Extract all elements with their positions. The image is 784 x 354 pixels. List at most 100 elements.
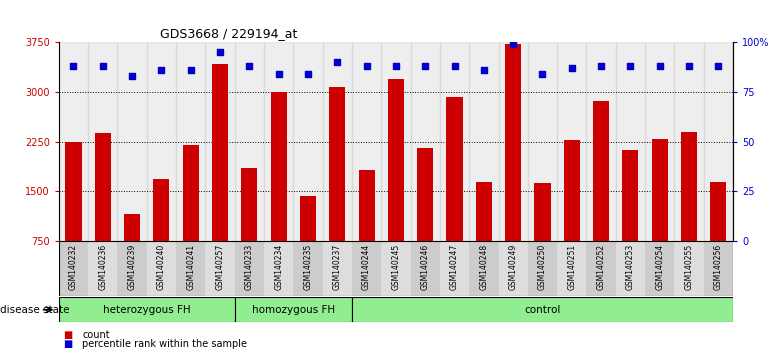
Bar bbox=[176, 241, 205, 296]
Bar bbox=[681, 132, 697, 241]
Bar bbox=[118, 42, 147, 241]
Point bbox=[390, 63, 402, 69]
Text: count: count bbox=[82, 330, 110, 339]
Bar bbox=[411, 42, 440, 241]
Bar bbox=[352, 241, 381, 296]
Bar bbox=[674, 241, 704, 296]
Text: homozygous FH: homozygous FH bbox=[252, 305, 335, 315]
Text: percentile rank within the sample: percentile rank within the sample bbox=[82, 339, 247, 349]
Bar bbox=[59, 297, 234, 322]
Bar bbox=[388, 79, 404, 241]
Bar bbox=[241, 168, 257, 241]
Bar bbox=[118, 241, 147, 296]
Bar bbox=[95, 133, 111, 241]
Text: GSM140237: GSM140237 bbox=[332, 244, 342, 290]
Bar bbox=[447, 97, 463, 241]
Point bbox=[125, 73, 138, 79]
Bar bbox=[476, 182, 492, 241]
Bar bbox=[352, 42, 381, 241]
Bar bbox=[234, 241, 264, 296]
Bar bbox=[293, 42, 323, 241]
Text: GSM140241: GSM140241 bbox=[187, 244, 195, 290]
Bar bbox=[234, 42, 264, 241]
Text: GSM140256: GSM140256 bbox=[714, 244, 723, 290]
Text: control: control bbox=[524, 305, 561, 315]
Bar bbox=[154, 179, 169, 241]
Text: GSM140252: GSM140252 bbox=[597, 244, 605, 290]
Point bbox=[419, 63, 431, 69]
Bar bbox=[622, 150, 638, 241]
Point bbox=[331, 59, 343, 65]
Bar bbox=[176, 42, 205, 241]
Text: ■: ■ bbox=[63, 339, 72, 349]
Text: GSM140251: GSM140251 bbox=[568, 244, 576, 290]
Point bbox=[507, 42, 520, 47]
Text: GSM140254: GSM140254 bbox=[655, 244, 664, 290]
Bar bbox=[469, 42, 499, 241]
Text: GSM140249: GSM140249 bbox=[509, 244, 517, 290]
Point bbox=[155, 67, 168, 73]
Point bbox=[477, 67, 490, 73]
Bar bbox=[411, 241, 440, 296]
Bar bbox=[499, 241, 528, 296]
Bar bbox=[381, 241, 411, 296]
Text: GSM140245: GSM140245 bbox=[391, 244, 401, 290]
Bar bbox=[358, 170, 375, 241]
Bar bbox=[293, 241, 323, 296]
Point bbox=[67, 63, 80, 69]
Point bbox=[184, 67, 197, 73]
Text: GSM140257: GSM140257 bbox=[216, 244, 224, 290]
Point bbox=[624, 63, 637, 69]
Point bbox=[361, 63, 373, 69]
Bar bbox=[124, 214, 140, 241]
Text: GSM140244: GSM140244 bbox=[362, 244, 371, 290]
Bar bbox=[329, 87, 346, 241]
Point bbox=[595, 63, 608, 69]
Text: GSM140255: GSM140255 bbox=[684, 244, 694, 290]
Bar bbox=[59, 241, 88, 296]
Bar bbox=[323, 42, 352, 241]
Bar bbox=[300, 196, 316, 241]
Text: GSM140235: GSM140235 bbox=[303, 244, 313, 290]
Text: disease state: disease state bbox=[0, 305, 70, 315]
Bar bbox=[352, 297, 733, 322]
Bar bbox=[264, 42, 293, 241]
Bar bbox=[652, 139, 668, 241]
Point bbox=[214, 50, 227, 55]
Bar bbox=[535, 183, 550, 241]
Bar bbox=[557, 241, 586, 296]
Point bbox=[302, 72, 314, 77]
Point bbox=[712, 63, 724, 69]
Text: GSM140250: GSM140250 bbox=[538, 244, 547, 290]
Bar bbox=[205, 42, 234, 241]
Bar bbox=[586, 42, 615, 241]
Bar bbox=[499, 42, 528, 241]
Bar bbox=[615, 241, 645, 296]
Text: GSM140240: GSM140240 bbox=[157, 244, 166, 290]
Point bbox=[683, 63, 695, 69]
Point bbox=[536, 72, 549, 77]
Bar bbox=[645, 241, 674, 296]
Bar bbox=[674, 42, 704, 241]
Point bbox=[243, 63, 256, 69]
Text: GSM140246: GSM140246 bbox=[421, 244, 430, 290]
Text: GSM140234: GSM140234 bbox=[274, 244, 283, 290]
Text: GSM140236: GSM140236 bbox=[98, 244, 107, 290]
Point bbox=[272, 72, 285, 77]
Bar bbox=[440, 42, 469, 241]
Bar bbox=[147, 42, 176, 241]
Text: ■: ■ bbox=[63, 330, 72, 339]
Text: GSM140239: GSM140239 bbox=[128, 244, 136, 290]
Bar bbox=[593, 101, 609, 241]
Bar bbox=[564, 139, 580, 241]
Text: GSM140247: GSM140247 bbox=[450, 244, 459, 290]
Bar bbox=[645, 42, 674, 241]
Text: GDS3668 / 229194_at: GDS3668 / 229194_at bbox=[160, 27, 297, 40]
Point bbox=[654, 63, 666, 69]
Bar bbox=[528, 42, 557, 241]
Bar bbox=[417, 148, 434, 241]
Bar bbox=[65, 142, 82, 241]
Bar bbox=[270, 92, 287, 241]
Bar bbox=[586, 241, 615, 296]
Bar bbox=[710, 182, 727, 241]
